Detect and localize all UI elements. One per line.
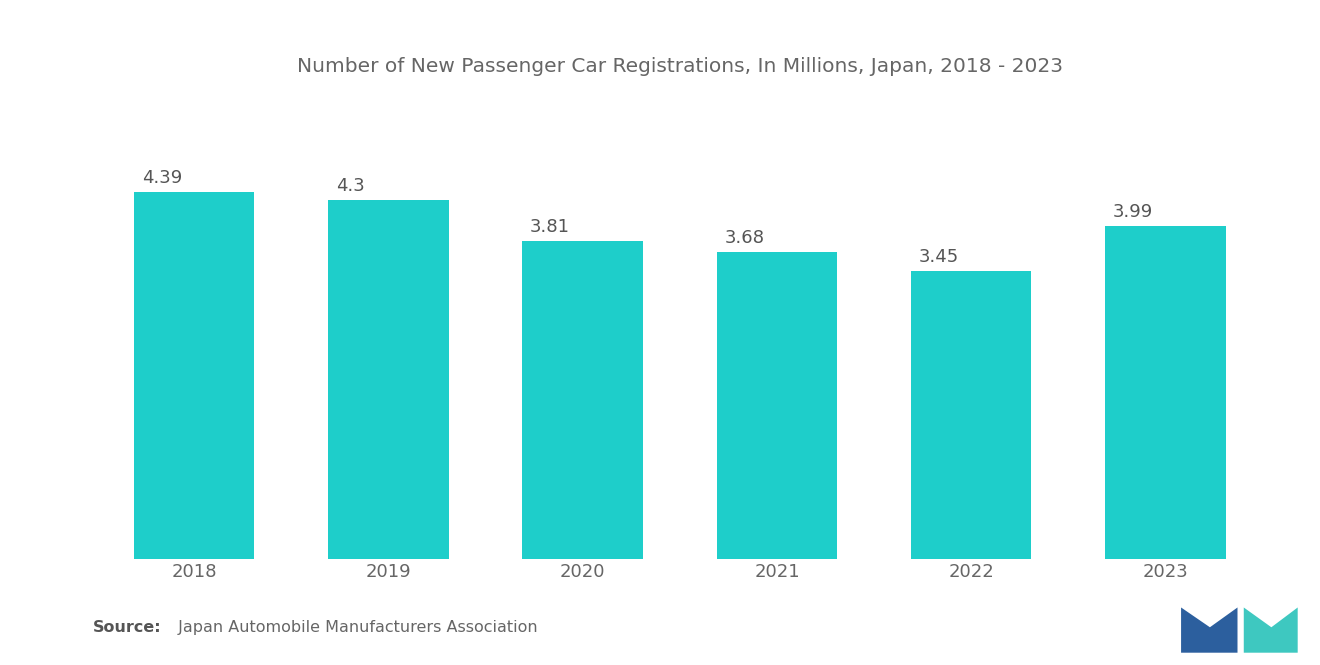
Bar xyxy=(1105,225,1226,559)
Text: 3.99: 3.99 xyxy=(1113,203,1154,221)
Text: Source:: Source: xyxy=(92,620,161,635)
Title: Number of New Passenger Car Registrations, In Millions, Japan, 2018 - 2023: Number of New Passenger Car Registration… xyxy=(297,57,1063,76)
Bar xyxy=(329,200,449,559)
Text: 3.68: 3.68 xyxy=(725,229,764,247)
Bar xyxy=(911,271,1031,559)
Text: 4.39: 4.39 xyxy=(141,170,182,188)
Text: 3.45: 3.45 xyxy=(919,248,960,266)
Text: 4.3: 4.3 xyxy=(335,177,364,195)
Text: Japan Automobile Manufacturers Association: Japan Automobile Manufacturers Associati… xyxy=(168,620,537,635)
Text: 3.81: 3.81 xyxy=(531,217,570,235)
Bar xyxy=(523,241,643,559)
Bar xyxy=(717,251,837,559)
Bar xyxy=(133,192,255,559)
